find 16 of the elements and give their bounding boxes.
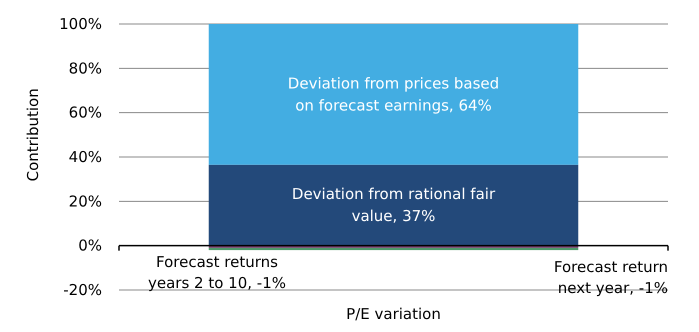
bar bbox=[208, 248, 578, 250]
y-tick-label: 100% bbox=[59, 15, 102, 33]
series-label: Forecast return next year, -1% bbox=[554, 258, 668, 297]
x-axis-title: P/E variation bbox=[346, 305, 441, 323]
y-tick-label: 60% bbox=[68, 104, 102, 122]
y-tick-label: 0% bbox=[78, 236, 102, 255]
series-label: Deviation from prices based on forecast earnings, 64% bbox=[288, 74, 500, 114]
series-label: Forecast returns years 2 to 10, -1% bbox=[148, 253, 286, 292]
series-label: Deviation from rational fair value, 37% bbox=[292, 185, 496, 226]
bar bbox=[208, 164, 578, 246]
y-tick-label: 80% bbox=[68, 59, 102, 78]
bar bbox=[208, 24, 578, 165]
y-tick-label: -20% bbox=[63, 281, 102, 299]
y-axis-title: Contribution bbox=[24, 88, 42, 182]
y-tick-label: 20% bbox=[68, 192, 102, 210]
y-tick-label: 40% bbox=[68, 148, 102, 166]
